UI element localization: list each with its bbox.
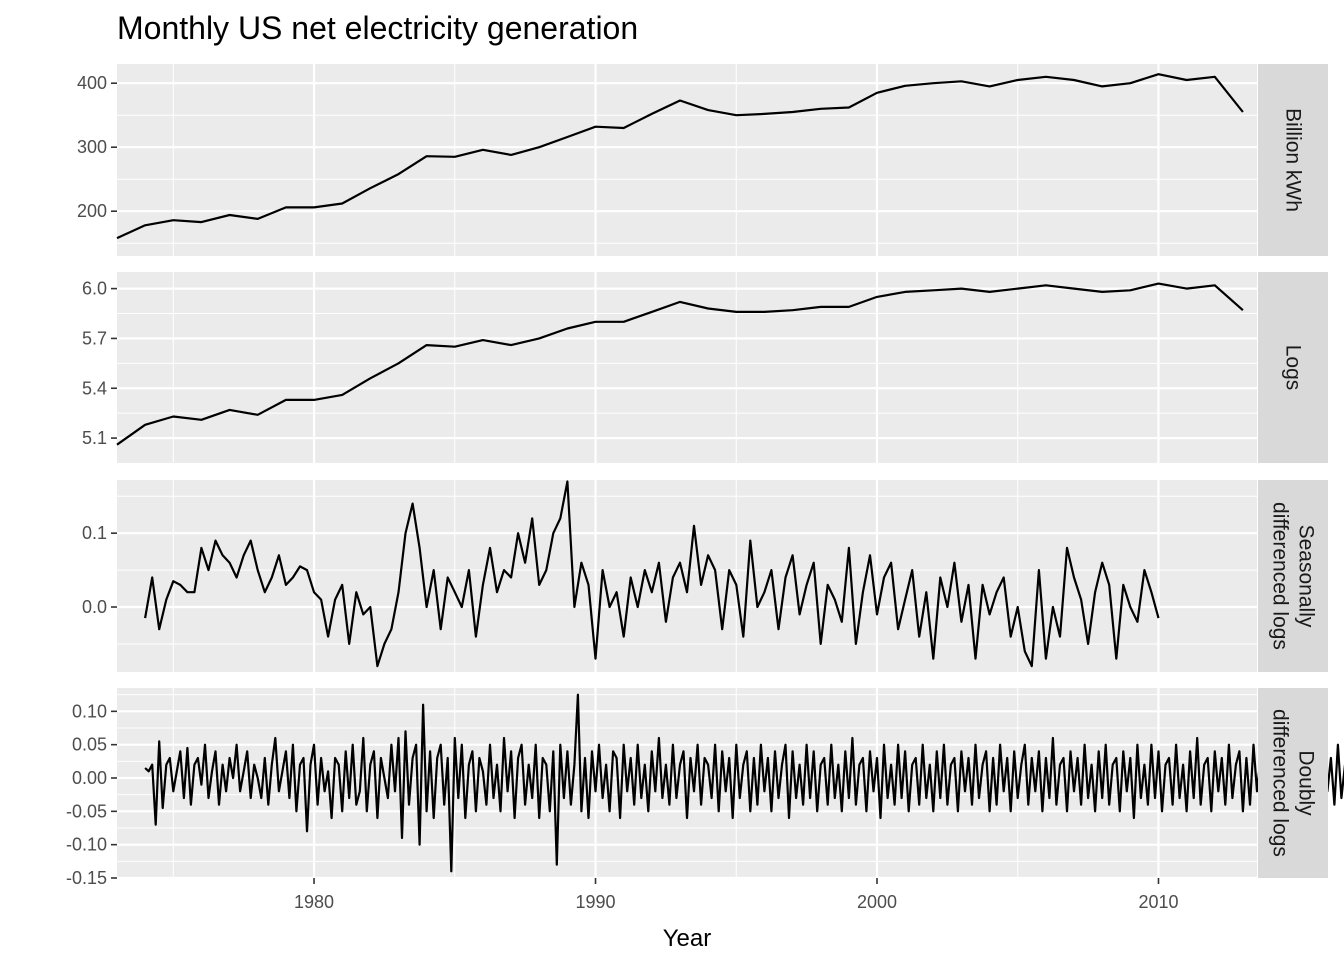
x-tick-label: 2010: [1138, 892, 1178, 912]
panel-background: [117, 688, 1257, 878]
facet-panel-1: 200 300 400 Billion kWh: [77, 64, 1328, 256]
y-tick-label: 5.1: [82, 428, 107, 448]
x-axis-label: Year: [663, 925, 712, 952]
facet-strip: [1258, 688, 1328, 878]
y-tick-label: 0.05: [72, 735, 107, 755]
facet-strip-label: Logs: [1282, 345, 1305, 391]
panel-background: [117, 64, 1257, 256]
facet-strip-label: Doubly: [1295, 750, 1318, 816]
facet-strip-label: differenced logs: [1269, 502, 1292, 650]
panel-background: [117, 480, 1257, 672]
x-tick-label: 1990: [575, 892, 615, 912]
y-tick-label: 6.0: [82, 279, 107, 299]
y-tick-label: 300: [77, 137, 107, 157]
x-tick-label: 1980: [294, 892, 334, 912]
facet-panel-4: -0.15 -0.10 -0.05 0.00 0.05 0.10 Doublydiffere…: [66, 688, 1344, 888]
x-axis: 1980 1990 2000 2010: [294, 878, 1179, 912]
facet-strip-label: Billion kWh: [1282, 108, 1305, 212]
facet-panel-2: 5.1 5.4 5.7 6.0 Logs: [82, 272, 1328, 463]
y-tick-label: -0.15: [66, 868, 107, 888]
facet-strip: [1258, 272, 1328, 463]
y-tick-label: 0.0: [82, 597, 107, 617]
panel-background: [117, 272, 1257, 463]
series-line: [144, 693, 1344, 873]
y-tick-label: 5.7: [82, 328, 107, 348]
y-tick-label: -0.05: [66, 801, 107, 821]
y-tick-label: 400: [77, 73, 107, 93]
facet-strip: [1258, 64, 1328, 256]
y-tick-label: 0.1: [82, 523, 107, 543]
chart-title: Monthly US net electricity generation: [117, 10, 638, 46]
y-tick-label: 0.10: [72, 701, 107, 721]
facet-strip-label: Seasonally: [1295, 525, 1318, 628]
y-tick-label: 5.4: [82, 378, 107, 398]
x-tick-label: 2000: [857, 892, 897, 912]
y-tick-label: 200: [77, 201, 107, 221]
series-line: [116, 282, 1244, 446]
facet-strip: [1258, 480, 1328, 672]
y-tick-label: 0.00: [72, 768, 107, 788]
series-line: [144, 480, 1160, 668]
series-line: [116, 73, 1244, 240]
y-tick-label: -0.10: [66, 835, 107, 855]
facet-strip-label: differenced logs: [1269, 709, 1292, 857]
